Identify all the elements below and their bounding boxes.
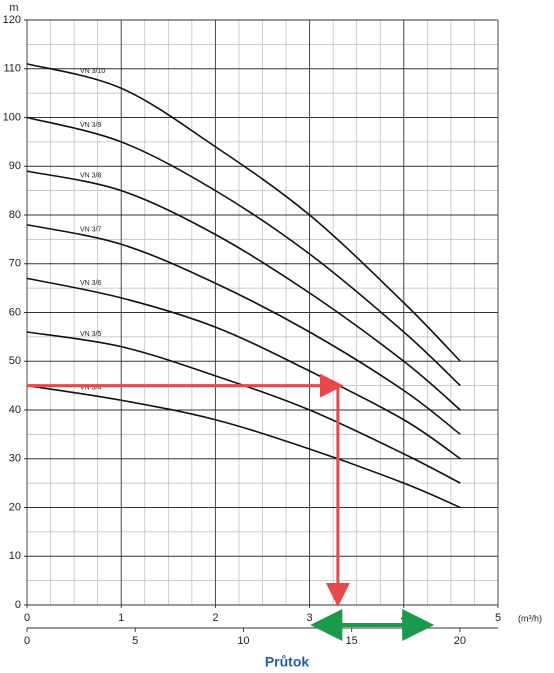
curve-label: VN 3/10 <box>80 68 105 75</box>
y-tick-label: 120 <box>3 14 21 26</box>
y-tick-label: 10 <box>9 550 21 562</box>
x-tick-label: 2 <box>212 612 218 624</box>
y-tick-label: 50 <box>9 355 21 367</box>
x2-tick-label: 15 <box>346 635 358 647</box>
x-tick-label: 3 <box>307 612 313 624</box>
y-tick-label: 70 <box>9 258 21 270</box>
x-tick-label: 0 <box>24 612 30 624</box>
pump-curve <box>26 384 461 509</box>
curve-label: VN 3/6 <box>80 280 102 287</box>
x-axis-label: (m³/h) <box>518 613 542 623</box>
x2-tick-label: 20 <box>454 635 466 647</box>
pump-curve <box>26 223 461 436</box>
y-tick-label: 40 <box>9 404 21 416</box>
pump-curve <box>26 170 461 411</box>
pump-curve <box>26 116 461 387</box>
x2-tick-label: 5 <box>132 635 138 647</box>
x-tick-label: 5 <box>495 612 501 624</box>
y-tick-label: 110 <box>3 63 21 75</box>
y-tick-label: 100 <box>3 111 21 123</box>
x-tick-label: 1 <box>118 612 124 624</box>
y-tick-label: 20 <box>9 501 21 513</box>
x-tick-label: 4 <box>401 612 407 624</box>
x2-tick-label: 10 <box>237 635 249 647</box>
curve-label: VN 3/8 <box>80 173 102 180</box>
y-axis-label: m <box>9 2 18 14</box>
x2-axis-label: Průtok <box>265 654 310 670</box>
pump-curve <box>26 63 461 362</box>
curve-label: VN 3/7 <box>80 226 102 233</box>
y-tick-label: 80 <box>9 209 21 221</box>
curve-label: VN 3/5 <box>80 331 102 338</box>
y-tick-label: 0 <box>15 599 21 611</box>
y-tick-label: 30 <box>9 453 21 465</box>
x2-tick-label: 0 <box>24 635 30 647</box>
curve-label: VN 3/4 <box>80 385 102 392</box>
pump-curve <box>26 331 461 484</box>
curve-label: VN 3/9 <box>80 122 102 129</box>
pump-curve <box>26 277 461 460</box>
y-tick-label: 60 <box>9 306 21 318</box>
y-tick-label: 90 <box>9 160 21 172</box>
